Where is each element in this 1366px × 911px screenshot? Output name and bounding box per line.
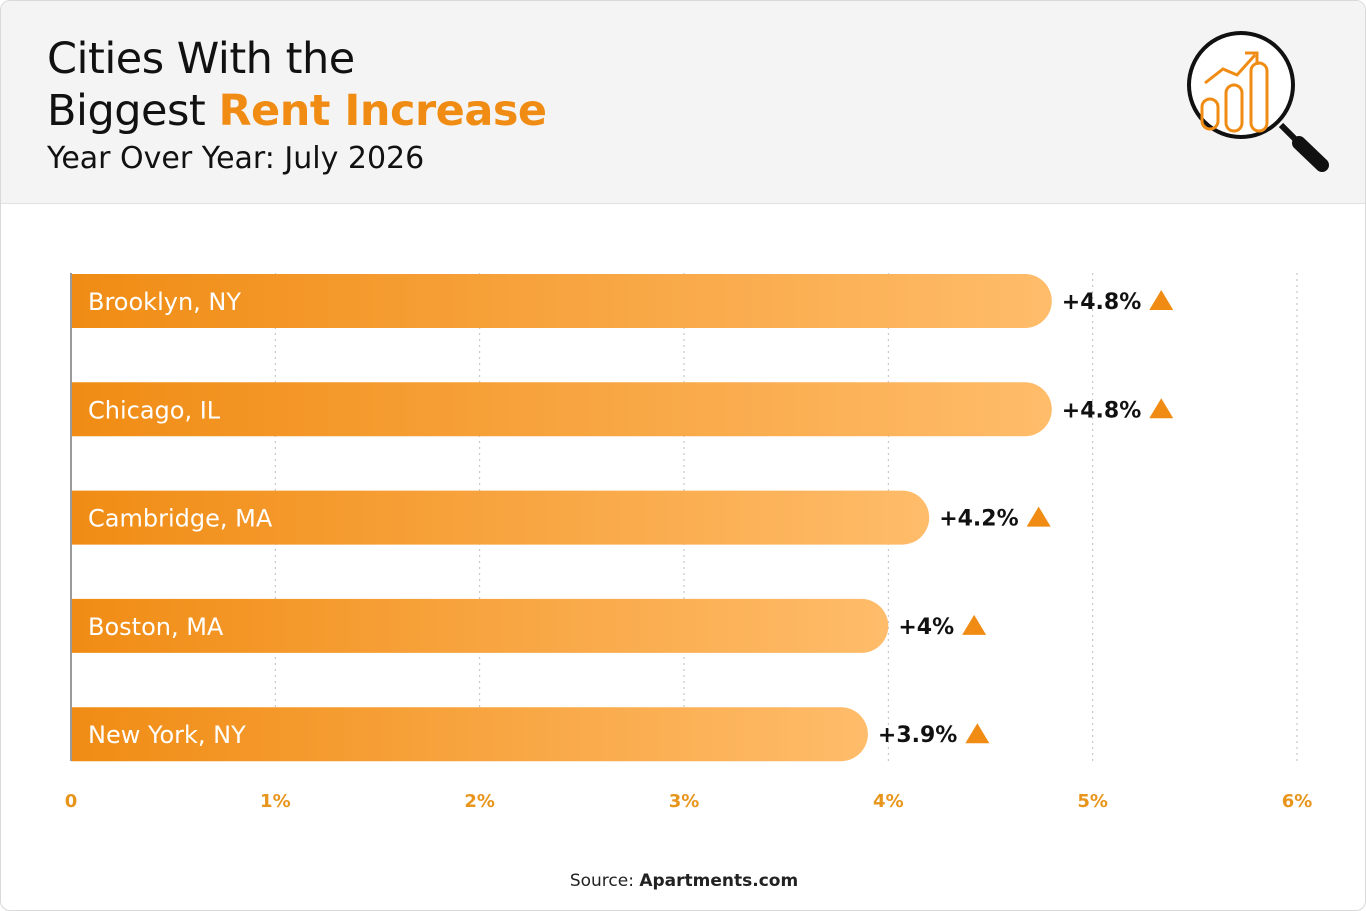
triangle-up-icon bbox=[1149, 290, 1174, 310]
bar-category-label: Cambridge, MA bbox=[88, 505, 273, 533]
bar bbox=[71, 382, 1052, 437]
bar-category-label: New York, NY bbox=[88, 721, 246, 749]
triangle-up-icon bbox=[962, 614, 987, 635]
bar bbox=[71, 490, 930, 545]
bar-category-label: Boston, MA bbox=[88, 613, 224, 641]
x-tick-label: 1% bbox=[260, 791, 291, 812]
title-accent: Rent Increase bbox=[218, 86, 547, 136]
x-tick-label: 6% bbox=[1282, 791, 1313, 812]
bar bbox=[71, 707, 868, 762]
bar bbox=[71, 274, 1052, 328]
triangle-up-icon bbox=[1149, 398, 1174, 419]
title-line-2: Biggest Rent Increase bbox=[47, 85, 547, 137]
title-line-1: Cities With the bbox=[47, 34, 355, 84]
triangle-up-icon bbox=[1026, 506, 1051, 527]
x-tick-label: 5% bbox=[1077, 791, 1108, 812]
source-prefix: Source: bbox=[569, 871, 640, 891]
page-subtitle: Year Over Year: July 2026 bbox=[47, 141, 425, 176]
bar-value-label: +4% bbox=[898, 615, 954, 640]
title-plain: Biggest bbox=[47, 86, 219, 136]
x-tick-label: 3% bbox=[669, 791, 700, 812]
bar-value-label: +4.8% bbox=[1062, 398, 1141, 423]
magnifier-growth-chart-icon bbox=[1181, 29, 1341, 183]
bar-value-label: +3.9% bbox=[878, 723, 957, 748]
bar bbox=[71, 598, 889, 653]
header: Cities With the Biggest Rent Increase Ye… bbox=[1, 1, 1365, 204]
bar-value-label: +4.8% bbox=[1062, 290, 1141, 315]
bar-chart: Brooklyn, NY +4.8% Chicago, IL +4.8% Cambrid… bbox=[65, 273, 1313, 812]
x-tick-label: 4% bbox=[873, 791, 904, 812]
x-tick-label: 2% bbox=[464, 791, 495, 812]
source-line: Source: Apartments.com bbox=[1, 871, 1365, 891]
page-title: Cities With the Biggest Rent Increase bbox=[47, 33, 547, 137]
triangle-up-icon bbox=[965, 723, 990, 744]
bar-category-label: Brooklyn, NY bbox=[88, 288, 241, 316]
bar-value-label: +4.2% bbox=[939, 507, 1018, 532]
source-name: Apartments.com bbox=[639, 871, 799, 891]
x-tick-label: 0 bbox=[65, 791, 78, 812]
bar-category-label: Chicago, IL bbox=[88, 396, 221, 424]
